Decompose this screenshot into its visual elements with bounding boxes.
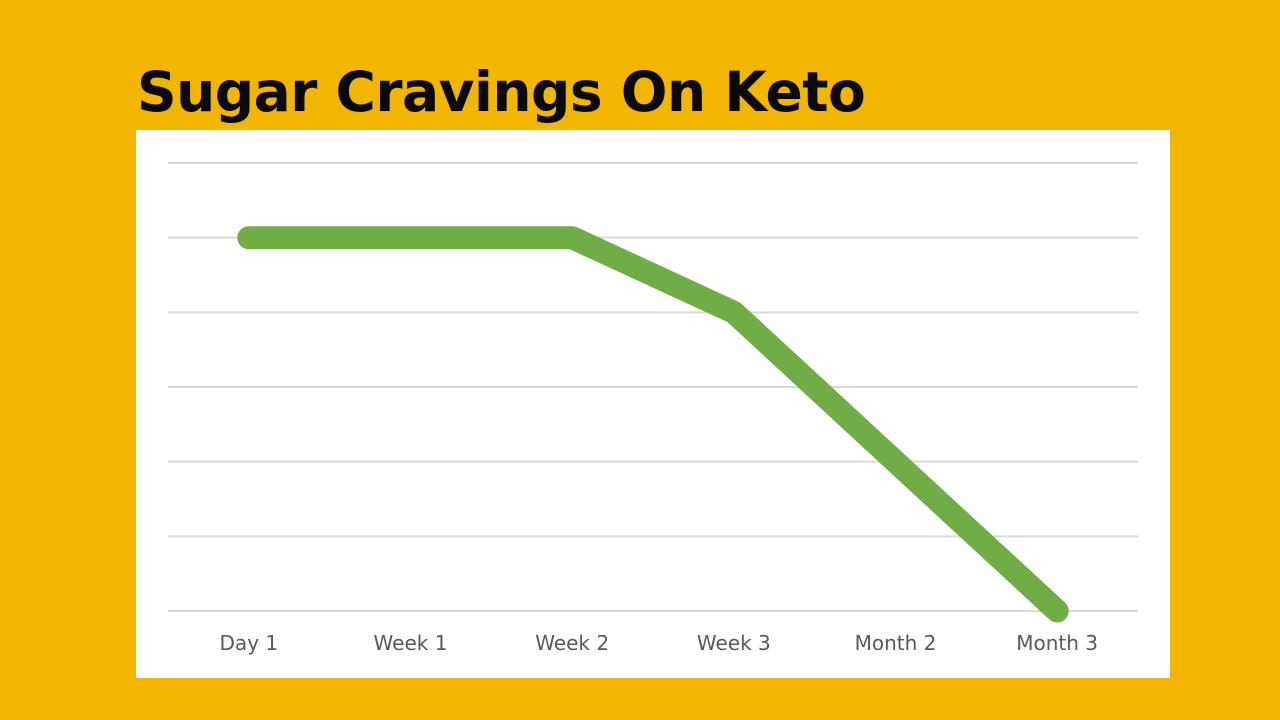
series-line (237, 226, 1069, 623)
x-axis-label: Week 2 (535, 631, 609, 655)
x-axis-label: Month 3 (1016, 631, 1098, 655)
x-axis-labels: Day 1 Week 1 Week 2 Week 3 Month 2 Month 3 (220, 631, 1099, 655)
line-chart: Day 1 Week 1 Week 2 Week 3 Month 2 Month 3 (136, 130, 1170, 678)
x-axis-label: Week 3 (697, 631, 771, 655)
page-title: Sugar Cravings On Keto (137, 60, 866, 124)
x-axis-label: Day 1 (220, 631, 279, 655)
x-axis-label: Week 1 (374, 631, 448, 655)
chart-plot-area: Day 1 Week 1 Week 2 Week 3 Month 2 Month 3 (168, 162, 1138, 655)
x-axis-label: Month 2 (855, 631, 937, 655)
series-sugar-cravings (237, 226, 1069, 623)
